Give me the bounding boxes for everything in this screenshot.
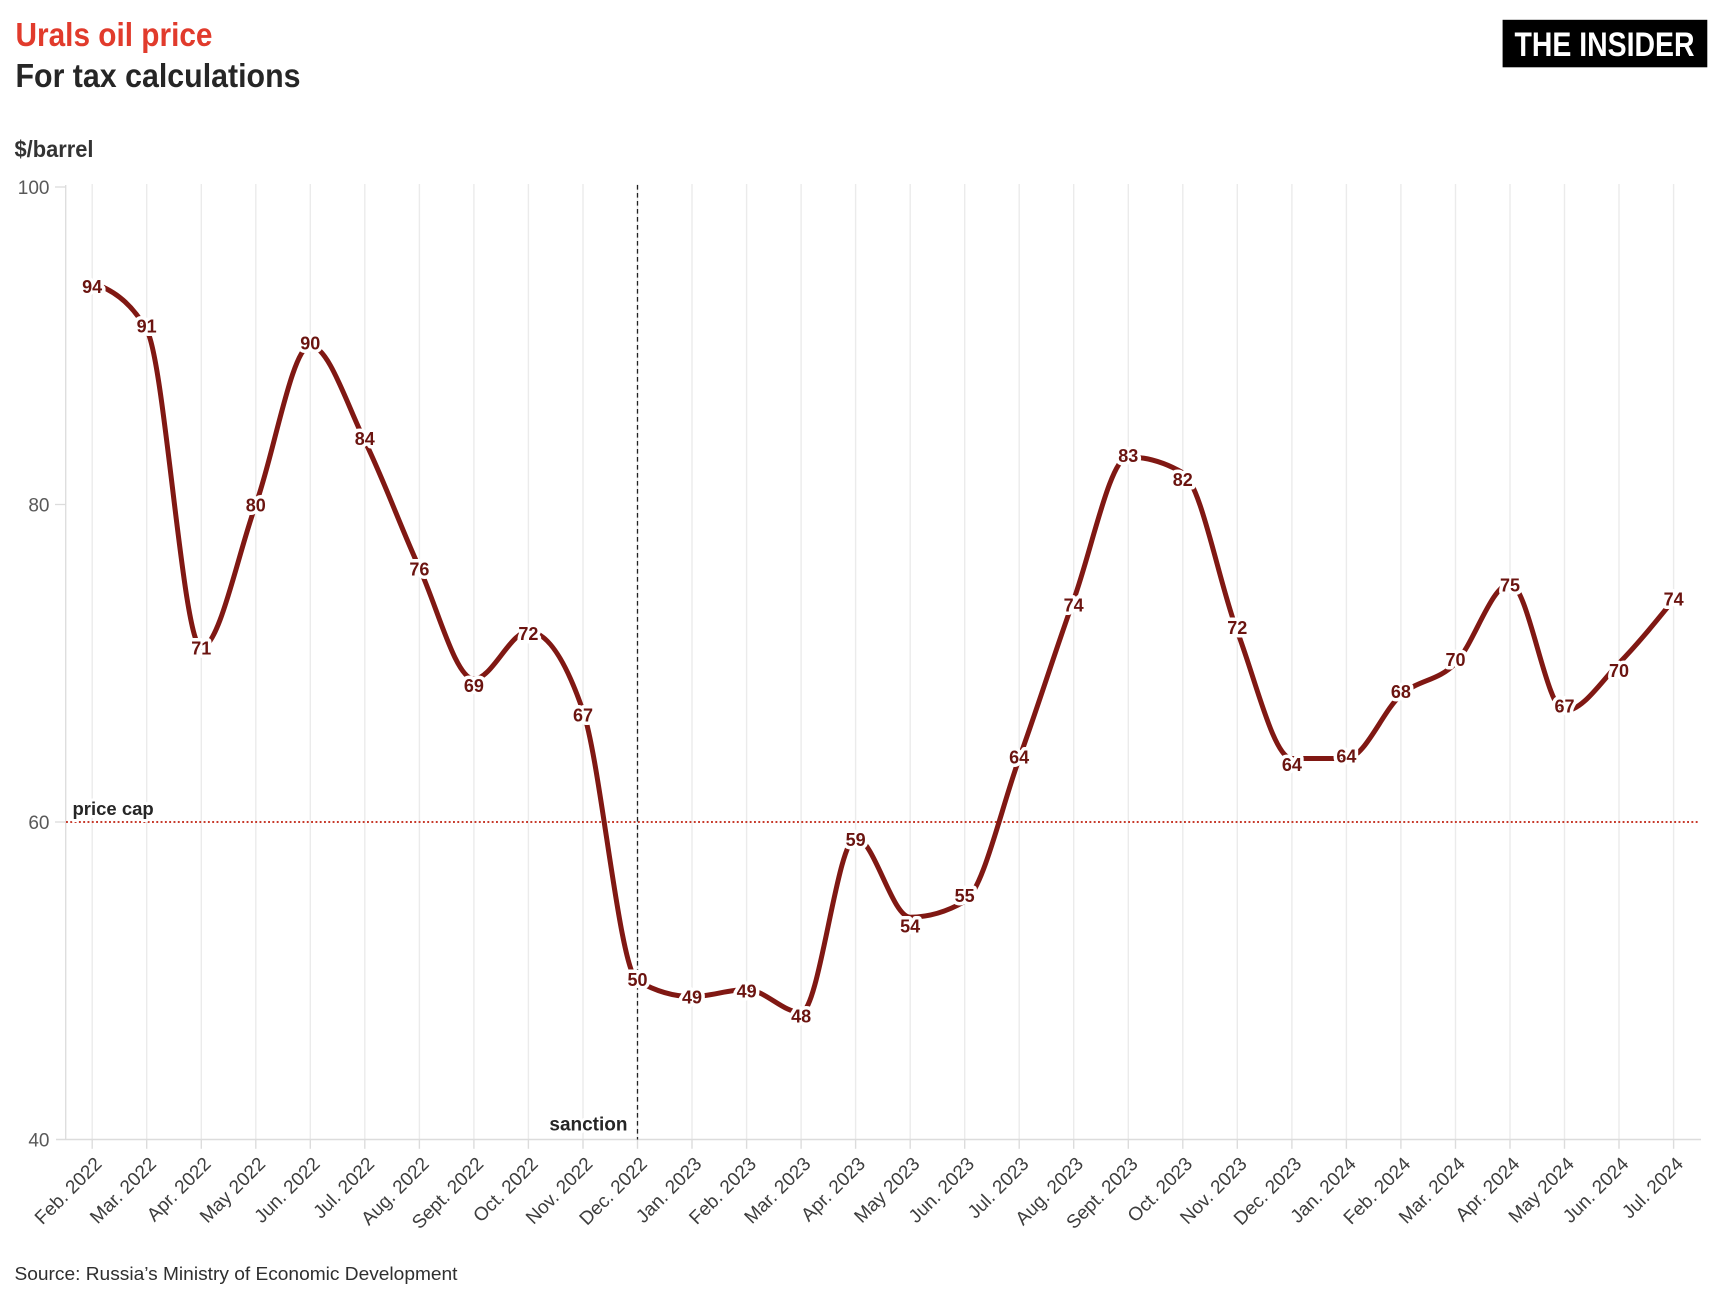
svg-text:55: 55 <box>955 886 975 906</box>
svg-text:72: 72 <box>518 624 538 644</box>
svg-text:Jul. 2024: Jul. 2024 <box>1618 1153 1688 1223</box>
svg-text:69: 69 <box>464 676 484 696</box>
svg-text:74: 74 <box>1664 590 1684 610</box>
svg-text:49: 49 <box>737 981 757 1001</box>
svg-text:68: 68 <box>1391 682 1411 702</box>
svg-text:THE INSIDER: THE INSIDER <box>1515 26 1695 64</box>
svg-text:67: 67 <box>573 706 593 726</box>
svg-text:Source: Russia’s Ministry of E: Source: Russia’s Ministry of Economic De… <box>15 1263 458 1284</box>
svg-text:84: 84 <box>355 429 375 449</box>
svg-text:71: 71 <box>191 639 211 659</box>
svg-text:sanction: sanction <box>549 1114 627 1135</box>
svg-text:70: 70 <box>1445 650 1465 670</box>
svg-text:80: 80 <box>246 495 266 515</box>
svg-text:54: 54 <box>900 916 920 936</box>
svg-text:64: 64 <box>1282 755 1302 775</box>
svg-text:50: 50 <box>627 970 647 990</box>
svg-text:72: 72 <box>1227 618 1247 638</box>
svg-text:49: 49 <box>682 988 702 1008</box>
svg-text:83: 83 <box>1118 446 1138 466</box>
svg-text:100: 100 <box>18 178 50 199</box>
svg-text:94: 94 <box>82 277 102 297</box>
svg-text:64: 64 <box>1009 747 1029 767</box>
svg-text:82: 82 <box>1173 470 1193 490</box>
svg-text:40: 40 <box>28 1130 49 1151</box>
svg-text:67: 67 <box>1554 697 1574 717</box>
svg-text:76: 76 <box>409 559 429 579</box>
svg-text:70: 70 <box>1609 661 1629 681</box>
svg-text:price cap: price cap <box>73 798 154 819</box>
svg-text:75: 75 <box>1500 576 1520 596</box>
svg-text:59: 59 <box>846 830 866 850</box>
svg-text:91: 91 <box>137 317 157 337</box>
svg-text:60: 60 <box>28 813 49 834</box>
svg-text:80: 80 <box>28 495 49 516</box>
svg-text:For tax calculations: For tax calculations <box>16 57 301 94</box>
svg-text:$/barrel: $/barrel <box>15 136 94 162</box>
svg-text:48: 48 <box>791 1006 811 1026</box>
svg-text:90: 90 <box>300 333 320 353</box>
svg-text:Urals oil price: Urals oil price <box>16 16 213 53</box>
svg-text:64: 64 <box>1336 746 1356 766</box>
svg-text:74: 74 <box>1064 596 1084 616</box>
